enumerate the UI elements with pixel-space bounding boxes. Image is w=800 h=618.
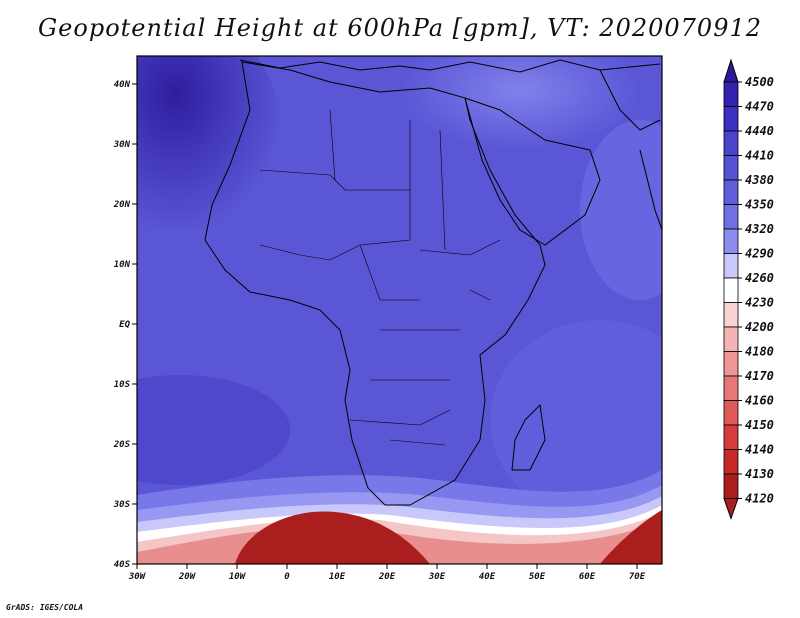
colorbar-swatch bbox=[723, 204, 739, 230]
colorbar-swatch bbox=[723, 253, 739, 279]
colorbar-label: 4440 bbox=[745, 124, 774, 138]
colorbar-swatch bbox=[723, 400, 739, 426]
map-frame bbox=[136, 55, 663, 565]
lon-tick-label: 20W bbox=[178, 572, 197, 582]
lon-tick-label: 20E bbox=[378, 572, 396, 582]
colorbar-swatch bbox=[723, 449, 739, 475]
chart-title: Geopotential Height at 600hPa [gpm], VT:… bbox=[38, 14, 762, 42]
colorbar-swatch bbox=[723, 302, 739, 328]
colorbar-swatch bbox=[723, 130, 739, 156]
lat-tick-label: 40S bbox=[114, 560, 131, 570]
lon-tick-label: 0 bbox=[284, 572, 290, 582]
lat-tick-label: EQ bbox=[119, 320, 130, 330]
colorbar-label: 4290 bbox=[745, 247, 774, 261]
colorbar-label: 4170 bbox=[745, 369, 774, 383]
colorbar-label: 4260 bbox=[745, 271, 774, 285]
colorbar-label: 4200 bbox=[745, 320, 774, 334]
colorbar-swatch bbox=[723, 473, 739, 499]
coastlines bbox=[204, 59, 662, 506]
colorbar-label: 4470 bbox=[745, 100, 774, 114]
colorbar-label: 4380 bbox=[745, 173, 774, 187]
colorbar-label: 4500 bbox=[745, 75, 774, 89]
colorbar-swatch bbox=[723, 351, 739, 377]
colorbar-swatch bbox=[723, 424, 739, 450]
lon-tick-label: 10E bbox=[329, 572, 346, 582]
lon-tick-label: 10W bbox=[229, 572, 247, 582]
lon-tick-label: 70E bbox=[629, 572, 646, 582]
colorbar-label: 4160 bbox=[745, 394, 774, 408]
colorbar-swatch bbox=[723, 179, 739, 205]
colorbar-swatch bbox=[723, 228, 739, 254]
lon-tick-label: 30W bbox=[128, 572, 147, 582]
lon-tick-label: 50E bbox=[529, 572, 546, 582]
lon-tick-label: 40E bbox=[479, 572, 496, 582]
longitude-axis: 30W 20W 10W 0 10E 20E 30E 40E 50E 60E 70E bbox=[128, 564, 646, 582]
colorbar-label: 4230 bbox=[745, 296, 774, 310]
latitude-axis: 40N 30N 20N 10N EQ 10S 20S 30S 40S bbox=[113, 80, 137, 570]
colorbar-label: 4180 bbox=[745, 345, 774, 359]
colorbar-swatch bbox=[723, 326, 739, 352]
lat-tick-label: 10N bbox=[114, 260, 131, 270]
colorbar-label: 4120 bbox=[745, 492, 774, 506]
footer-credit: GrADS: IGES/COLA bbox=[6, 603, 84, 612]
colorbar-swatch bbox=[723, 375, 739, 401]
colorbar-label: 4130 bbox=[745, 467, 774, 481]
colorbar-label: 4140 bbox=[745, 443, 774, 457]
colorbar-swatch bbox=[723, 277, 739, 303]
lat-tick-label: 30S bbox=[113, 500, 131, 510]
colorbar-swatch bbox=[723, 106, 739, 132]
colorbar-label: 4350 bbox=[745, 198, 774, 212]
colorbar-swatch bbox=[723, 155, 739, 181]
colorbar-label: 4320 bbox=[745, 222, 774, 236]
lon-tick-label: 30E bbox=[428, 572, 446, 582]
colorbar-label: 4410 bbox=[745, 149, 774, 163]
colorbar-label: 4150 bbox=[745, 418, 774, 432]
lon-tick-label: 60E bbox=[579, 572, 596, 582]
colorbar-swatch bbox=[723, 81, 739, 107]
lat-tick-label: 20N bbox=[113, 200, 131, 210]
colorbar-top-arrow bbox=[723, 58, 739, 83]
colorbar-bottom-arrow bbox=[723, 498, 739, 521]
lat-tick-label: 10S bbox=[114, 380, 131, 390]
height-field bbox=[137, 56, 662, 564]
lat-tick-label: 20S bbox=[113, 440, 131, 450]
colorbar: 4500 4470 4440 4410 4380 4350 4320 4290 4260 4230… bbox=[723, 58, 774, 521]
lat-tick-label: 40N bbox=[114, 80, 131, 90]
lat-tick-label: 30N bbox=[113, 140, 131, 150]
